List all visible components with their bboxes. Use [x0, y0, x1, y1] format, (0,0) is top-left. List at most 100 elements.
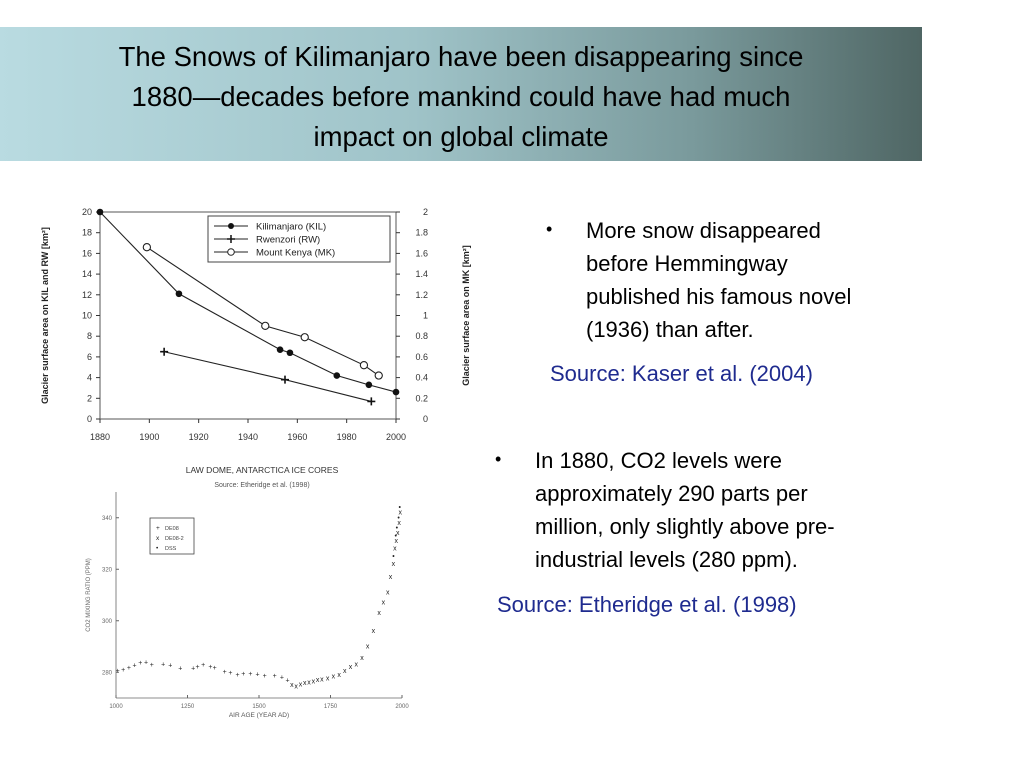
legend-label: DSS [165, 546, 177, 552]
bullet-2-line: million, only slightly above pre- [535, 514, 835, 539]
co2-data-point: + [213, 665, 217, 672]
y2-tick-label: 1.2 [415, 290, 428, 300]
co2-data-point: x [395, 538, 399, 545]
y-tick-label: 16 [82, 248, 92, 258]
y-axis-label: Glacier surface area on KIL and RW [km²] [40, 227, 50, 404]
kil-data-point [175, 290, 183, 298]
co2-data-point: + [195, 664, 199, 671]
y2-tick-label: 0.2 [415, 393, 428, 403]
bullet-2: • In 1880, CO2 levels were approximately… [495, 444, 835, 576]
legend-marker: + [156, 525, 160, 532]
y2-tick-label: 1.6 [415, 248, 428, 258]
x-tick-label: 2000 [386, 432, 406, 442]
co2-data-point: + [133, 663, 137, 670]
y-tick-label: 2 [87, 393, 92, 403]
co2-data-point: x [312, 678, 316, 685]
x-tick-label: 1940 [238, 432, 258, 442]
co2-data-point: x [389, 574, 393, 581]
co2-data-point: + [280, 675, 284, 682]
y-tick-label: 280 [102, 670, 113, 676]
y2-tick-label: 1 [423, 311, 428, 321]
co2-data-point: x [332, 674, 336, 681]
rw-data-point [367, 397, 376, 406]
co2-data-point: x [290, 682, 294, 689]
legend-label: DE08-2 [165, 536, 184, 542]
co2-ice-core-chart: LAW DOME, ANTARCTICA ICE CORES Source: Et… [86, 465, 409, 719]
co2-data-point: + [273, 673, 277, 680]
co2-data-point: x [397, 520, 401, 527]
co2-data-point: • [397, 515, 400, 522]
bullet-1-line: More snow disappeared [586, 218, 821, 243]
co2-data-point: + [138, 660, 142, 667]
co2-data-point: • [394, 533, 397, 540]
x-tick-label: 1750 [324, 704, 338, 710]
bullet-1-line: (1936) than after. [586, 317, 754, 342]
co2-data-point: x [343, 668, 347, 675]
source-kaser: Source: Kaser et al. (2004) [550, 361, 813, 386]
y2-tick-label: 0.4 [415, 373, 428, 383]
co2-data-point: + [256, 671, 260, 678]
co2-data-point: + [263, 673, 267, 680]
kil-data-point [276, 346, 284, 353]
legend-marker: • [156, 545, 159, 552]
title-band [0, 27, 922, 161]
co2-data-point: x [326, 676, 330, 683]
title-line: The Snows of Kilimanjaro have been disap… [118, 41, 804, 72]
y-tick-label: 6 [87, 352, 92, 362]
co2-data-point: x [316, 677, 320, 684]
mk-data-point [374, 371, 383, 380]
x-tick-label: 1880 [90, 432, 110, 442]
x-tick-label: 1500 [252, 704, 266, 710]
y2-tick-label: 0.8 [415, 331, 428, 341]
y-tick-label: 18 [82, 228, 92, 238]
kil-data-point [333, 372, 341, 379]
mk-data-point [300, 333, 309, 342]
glacier-area-chart: 0 2 4 6 8 10 12 14 16 18 20 0 0.2 0.4 0.6 0.8 1 1.2 1.4 1.6… [40, 207, 471, 442]
bullet-1: • More snow disappeared before Hemmingwa… [546, 214, 851, 346]
rw-data-point [160, 347, 169, 356]
y-tick-label: 340 [102, 516, 113, 522]
co2-data-point: + [241, 671, 245, 678]
legend-label: DE08 [165, 526, 179, 532]
legend-marker [227, 248, 235, 256]
bullet-2-line: In 1880, CO2 levels were [535, 448, 783, 473]
rw-data-point [281, 375, 289, 384]
co2-data-point: + [191, 665, 195, 672]
co2-data-point: + [168, 662, 172, 669]
mk-data-point [359, 361, 369, 370]
y2-tick-label: 2 [423, 207, 428, 217]
co2-data-point: x [299, 682, 303, 689]
x-tick-label: 1960 [287, 432, 307, 442]
title-line: 1880—decades before mankind could have h… [131, 81, 791, 112]
y-tick-label: 20 [82, 207, 92, 217]
co2-data-point: x [399, 510, 403, 517]
y-tick-label: 320 [102, 567, 113, 573]
co2-data-point: + [236, 672, 240, 679]
co2-data-point: x [366, 644, 370, 651]
legend-label: Kilimanjaro (KIL) [256, 222, 326, 233]
bullet-dot-icon: • [546, 219, 553, 239]
co2-data-point: + [248, 671, 252, 678]
mk-data-point [261, 321, 270, 331]
co2-data-point: + [116, 668, 120, 675]
x-tick-label: 2000 [395, 704, 409, 710]
legend-label: Mount Kenya (MK) [256, 248, 335, 259]
title-line: impact on global climate [313, 121, 609, 152]
source-etheridge: Source: Etheridge et al. (1998) [497, 592, 797, 617]
bullet-2-line: industrial levels (280 ppm). [535, 547, 798, 572]
x-tick-label: 1980 [337, 432, 357, 442]
co2-data-point: + [178, 666, 182, 673]
bullet-1-line: before Hemmingway [586, 251, 788, 276]
co2-data-point: • [396, 525, 399, 532]
kil-data-point [286, 349, 294, 357]
y2-tick-label: 1.4 [415, 269, 428, 279]
co2-data-point: + [223, 669, 227, 676]
y-tick-label: 12 [82, 290, 92, 300]
co2-data-point: x [294, 683, 298, 690]
co2-data-point: + [208, 664, 212, 671]
slide-title: The Snows of Kilimanjaro have been disap… [0, 37, 922, 157]
co2-data-point: • [392, 553, 395, 560]
co2-data-point: + [201, 662, 205, 669]
kil-data-point [392, 388, 400, 396]
mk-data-point [142, 243, 152, 252]
